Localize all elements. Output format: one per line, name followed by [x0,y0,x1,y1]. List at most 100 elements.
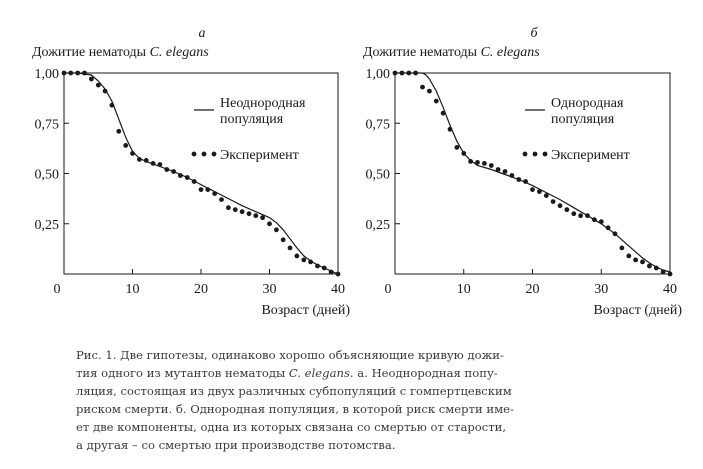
data-point [198,187,204,193]
data-point [205,187,211,193]
legend-point-swatch [522,151,528,157]
data-point [123,143,129,148]
data-point [61,70,67,76]
data-point [626,253,632,259]
x-tick-label: 30 [594,282,608,297]
caption-line: ет две компоненты, одна из которых связа… [76,420,507,434]
legend-point-swatch [191,151,197,157]
caption-line: риском смерти. б. Однородная популяция, … [76,402,514,416]
legend-point-swatch [542,151,548,157]
y-tick-label: 0,75 [366,117,391,132]
x-axis-label: Возраст (дней) [593,303,682,318]
data-point [191,179,197,184]
x-tick-label: 30 [263,282,277,297]
data-point [509,173,515,178]
data-point [530,187,535,193]
data-point [537,189,542,195]
data-point [495,167,501,172]
legend-label: Эксперимент [220,148,299,163]
data-point [502,169,508,174]
chart-title: Дожитие нематоды C. elegans [32,45,209,60]
data-point [605,225,611,231]
data-point [89,76,94,82]
caption-line: а другая – со смертью при производстве п… [76,438,396,452]
data-point [274,227,279,233]
data-point [232,207,238,213]
data-point [475,160,480,165]
data-point [260,215,265,221]
x-tick-label: 10 [126,282,140,297]
data-point [184,175,190,180]
data-point [399,70,405,76]
data-point [150,161,156,166]
y-tick-label: 1,00 [366,67,391,82]
legend-label: популяция [551,112,615,127]
data-point [315,263,320,269]
data-point [267,221,272,227]
legend-label: Однородная [551,96,624,111]
data-point [321,265,327,271]
data-point [95,82,101,88]
data-point [592,217,597,223]
legend-point-swatch [211,151,217,157]
data-point [516,177,522,182]
data-point [482,161,487,166]
x-tick-label: 0 [385,282,392,297]
data-point [280,237,286,243]
caption-line: Рис. 1. Две гипотезы, одинаково хорошо о… [76,348,504,362]
y-tick-label: 0,50 [366,168,391,183]
data-point [420,84,425,90]
data-point [454,145,460,150]
data-point [550,199,556,205]
y-tick-label: 0,25 [35,218,60,233]
y-tick-label: 0,50 [35,168,60,183]
y-tick-label: 1,00 [35,67,60,82]
data-point [647,263,652,269]
x-tick-label: 20 [194,282,208,297]
data-point [433,98,439,104]
data-point [75,70,81,76]
data-point [440,110,446,116]
data-point [328,269,334,275]
chart-panel-a: а Дожитие нематоды C. elegans 0,25 0,50 0,75… [32,26,350,318]
x-axis-label: Возраст (дней) [261,303,350,318]
data-point [82,70,87,76]
data-point [578,213,583,219]
data-point [427,88,432,94]
data-point [308,259,313,265]
data-point [488,163,494,168]
data-point [461,151,467,156]
data-point [143,158,149,163]
x-tick-label: 0 [54,282,61,297]
data-point [406,70,412,76]
data-point [633,257,638,263]
data-point [116,128,122,134]
data-point [239,209,245,215]
caption-line: ляция, состоящая из двух различных субпо… [76,384,512,398]
y-tick-label: 0,25 [366,218,391,233]
data-point [219,197,224,203]
data-point [171,169,177,174]
data-point [653,265,659,271]
data-point [660,269,666,275]
figure-caption: Рис. 1. Две гипотезы, одинаково хорошо о… [76,346,668,454]
x-tick-label: 20 [526,282,540,297]
x-tick-label: 40 [663,282,677,297]
data-point [640,259,645,265]
data-point [413,70,418,76]
data-point [619,245,625,251]
data-point [287,245,293,251]
data-point [571,211,577,217]
caption-line: тия одного из мутантов нематоды C. elega… [76,366,498,380]
data-point [612,231,618,237]
data-point [109,102,115,108]
chart-title: Дожитие нематоды C. elegans [363,45,540,60]
data-point [137,157,142,162]
data-point [130,151,135,156]
data-point [598,219,604,225]
data-point [523,179,528,184]
data-point [301,257,307,263]
data-point [178,173,183,178]
data-point [585,213,590,219]
